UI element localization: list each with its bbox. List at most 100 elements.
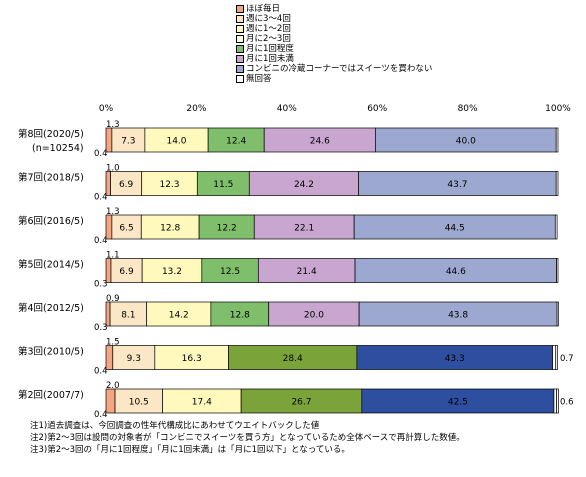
bar-segment — [111, 127, 146, 153]
legend-label: 週に1～2回 — [246, 24, 291, 34]
value-labels: 7.3 14.0 12.4 24.6 40.0 1.3 0.4 6.9 12.3 11.5 24.2… — [94, 120, 574, 420]
bar-segment — [554, 214, 558, 240]
legend-swatch — [236, 35, 244, 43]
small-label-top: 1.3 — [106, 207, 120, 217]
bar-segment — [358, 301, 558, 327]
legend-label: 週に3～4回 — [246, 14, 291, 24]
small-label-right: 0.6 — [560, 398, 574, 408]
data-label: 21.4 — [297, 267, 317, 277]
bar-segment — [555, 171, 559, 196]
bar-segment — [110, 171, 143, 196]
data-label: 43.7 — [447, 180, 467, 190]
bar-segment — [555, 127, 559, 153]
bar-segment — [257, 258, 356, 283]
category-label: 第2回(2007/7) — [18, 389, 84, 401]
bar-segment — [552, 345, 557, 370]
bar-segment — [111, 214, 142, 240]
data-label: 26.7 — [291, 398, 311, 408]
x-tick-label: 40% — [277, 104, 297, 114]
small-label-top: 1.0 — [106, 164, 120, 174]
legend-item: コンビニの冷蔵コーナーではスイーツを買わない — [236, 64, 432, 74]
bar-segment — [268, 301, 360, 327]
bar-segment — [356, 345, 553, 370]
data-label: 11.5 — [213, 180, 233, 190]
bar-segment — [556, 301, 559, 327]
category-label: 第5回(2014/5) — [18, 259, 84, 271]
legend-swatch — [236, 65, 244, 73]
bar-segment — [210, 301, 270, 327]
note-1: 注1)過去調査は、今回調査の性年代構成比にあわせてウエイトバックした値 — [30, 421, 320, 431]
data-label: 9.3 — [127, 354, 141, 364]
bar-segment — [361, 388, 555, 414]
x-tick-label: 20% — [186, 104, 206, 114]
notes: 注1)過去調査は、今回調査の性年代構成比にあわせてウエイトバックした値 注2)第… — [30, 420, 465, 456]
data-label: 6.9 — [119, 267, 134, 277]
bar-segment — [553, 388, 557, 414]
note-2: 注2)第2～3回は設問の対象者が「コンビニでスイーツを買う方」となっているため全… — [30, 433, 465, 443]
bar-segment — [141, 258, 203, 283]
bar-segment — [146, 301, 212, 327]
x-tick-label: 60% — [367, 104, 387, 114]
bar-segment — [140, 214, 200, 240]
category-label: 第4回(2012/5) — [18, 302, 84, 314]
data-label: 14.2 — [169, 311, 189, 321]
legend-item: 月に1回程度 — [236, 44, 432, 54]
legend-label: 月に2～3回 — [246, 34, 291, 44]
bar-segment — [248, 171, 360, 196]
data-label: 12.8 — [160, 224, 180, 234]
data-label: 40.0 — [456, 137, 476, 147]
data-label: 43.3 — [445, 354, 465, 364]
data-label: 17.4 — [192, 398, 212, 408]
data-label: 12.4 — [226, 137, 246, 147]
legend-label: 月に1回未満 — [246, 54, 294, 64]
category-label: 第6回(2016/5) — [18, 215, 84, 227]
legend-label: コンビニの冷蔵コーナーではスイーツを買わない — [246, 64, 433, 74]
bar-segment — [154, 345, 229, 370]
x-tick-label: 0% — [99, 104, 114, 114]
legend: ほぼ毎日 週に3～4回 週に1～2回 月に2～3回 月に1回程度 月に1回未満 コンビニの冷… — [236, 4, 432, 84]
data-label: 22.1 — [294, 224, 314, 234]
data-label: 12.3 — [159, 180, 179, 190]
bars — [105, 127, 559, 414]
legend-label: ほぼ毎日 — [246, 4, 281, 14]
category-labels: 第8回(2020/5) (n=10254) 第7回(2018/5) 第6回(2016/… — [18, 128, 84, 401]
legend-swatch — [236, 45, 244, 53]
bar-segment — [201, 258, 259, 283]
small-label-bottom: 0.4 — [94, 193, 108, 203]
small-label-top: 2.0 — [106, 381, 120, 391]
data-label: 12.2 — [217, 224, 237, 234]
data-label: 44.6 — [446, 267, 466, 277]
data-label: 28.4 — [283, 354, 303, 364]
category-label: 第7回(2018/5) — [18, 172, 84, 184]
bar-segment — [556, 258, 559, 283]
data-label: 6.5 — [119, 224, 133, 234]
legend-item: 週に1～2回 — [236, 24, 432, 34]
data-label: 12.8 — [230, 311, 250, 321]
bar-segment — [555, 345, 558, 370]
small-label-bottom: 0.3 — [94, 280, 108, 290]
data-label: 24.2 — [294, 180, 314, 190]
small-label-bottom: 0.3 — [94, 323, 108, 333]
data-label: 7.3 — [121, 137, 135, 147]
data-label: 12.5 — [220, 267, 240, 277]
small-label-bottom: 0.4 — [94, 149, 108, 159]
data-label: 42.5 — [448, 398, 468, 408]
small-label-top: 1.3 — [106, 120, 120, 130]
legend-item: 月に1回未満 — [236, 54, 432, 64]
legend-item: 無回答 — [236, 74, 432, 84]
note-3: 注3)第2～3回の「月に1回程度」「月に1回未満」は「月に1回以下」となっている… — [30, 445, 350, 455]
bar-segment — [354, 258, 557, 283]
data-label: 10.5 — [129, 398, 149, 408]
small-label-bottom: 0.4 — [94, 410, 108, 420]
legend-swatch — [236, 55, 244, 63]
data-label: 8.1 — [121, 311, 135, 321]
data-label: 43.8 — [448, 311, 468, 321]
bar-segment — [207, 127, 265, 153]
legend-label: 月に1回程度 — [246, 44, 294, 54]
data-label: 20.0 — [304, 311, 324, 321]
data-label: 16.3 — [182, 354, 202, 364]
data-label: 44.5 — [445, 224, 465, 234]
bar-segment — [109, 301, 148, 327]
small-label-top: 0.9 — [106, 294, 120, 304]
